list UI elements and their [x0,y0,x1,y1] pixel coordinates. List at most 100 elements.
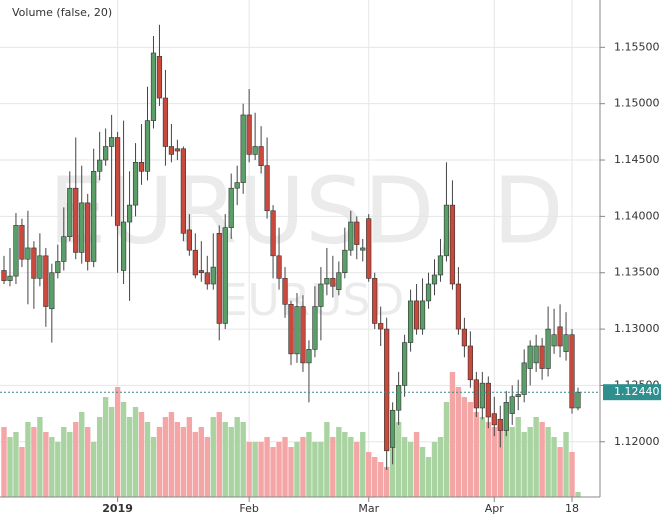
volume-bar [360,432,366,497]
volume-bar [120,402,127,497]
candle-body [234,182,240,189]
volume-bar [545,427,551,497]
volume-bar [569,452,575,497]
candle-body [258,146,264,166]
volume-bar [377,462,384,497]
candle-body [443,204,450,257]
volume-bar [204,437,210,497]
candle-body [539,345,545,369]
candle-body [503,402,509,431]
candle-body [533,345,539,364]
volume-bar [96,417,103,497]
volume-bar [437,437,444,497]
volume-bar [222,422,228,497]
candle-body [473,379,479,409]
volume-bar [479,417,486,497]
x-tick-label: 2019 [102,502,133,515]
volume-bar [503,422,509,497]
volume-bar [306,432,312,497]
y-tick-label: 1.15000 [614,97,660,110]
volume-bar [270,447,276,497]
volume-bar [49,437,55,497]
volume-bar [527,427,533,497]
candle-body [294,306,300,355]
candle-body [162,97,169,147]
volume-bar [210,417,216,497]
candle-body [210,266,216,285]
volume-bar [198,427,205,497]
candle-body [491,413,497,426]
volume-bar [79,412,85,497]
candle-body [485,382,491,418]
candle-body [180,148,186,234]
candle-body [186,229,192,251]
candle-body [222,227,228,324]
volume-bar [533,417,539,497]
candle-body [336,272,342,290]
candle-body [419,300,426,330]
candle-body [91,171,97,262]
volume-bar [144,422,151,497]
candle-body [563,334,569,352]
candle-body [61,236,67,262]
candle-body [557,326,563,347]
candle-body [31,247,37,279]
last-price-box [603,384,661,401]
volume-bar [383,467,390,497]
volume-bar [73,422,79,497]
volume-bar [366,452,372,497]
candle-body [85,202,91,262]
volume-bar [389,447,396,497]
volume-bar [246,442,252,497]
candle-body [103,146,109,161]
volume-bar [126,417,133,497]
volume-bar [108,407,115,497]
volume-bar [324,422,330,497]
volume-bar [539,422,545,497]
volume-bar [282,437,288,497]
x-tick-label: 18 [565,502,579,515]
volume-bar [473,412,480,497]
candle-body [7,275,13,281]
last-price-label: 1.12440 [614,385,660,398]
volume-bar [509,427,515,497]
candle-body [300,306,306,364]
candle-body [228,187,234,228]
candle-body [569,334,575,409]
volume-bar [348,437,354,497]
volume-bar [354,442,360,497]
candle-body [49,272,55,310]
volume-bar [419,447,426,497]
candle-body [270,210,276,257]
volume-bar [43,432,49,497]
volume-bar [156,427,163,497]
candle-body [246,114,252,155]
candle-body [312,306,318,350]
y-tick-label: 1.13500 [614,266,660,279]
candle-body [192,249,198,276]
y-tick-label: 1.12000 [614,435,660,448]
candle-body [396,385,402,411]
candle-body [120,221,127,271]
x-tick-label: Feb [239,502,258,515]
volume-bar [31,427,37,497]
candle-body [109,137,115,147]
candle-body [437,255,444,276]
volume-bar [491,427,497,497]
volume-bar [276,442,282,497]
candle-body [67,187,73,237]
volume-bar [67,432,73,497]
volume-bar [497,427,503,497]
candle-body [509,396,515,414]
volume-bar [372,457,378,497]
candle-body [156,56,163,99]
volume-bar [336,427,342,497]
candle-body [150,52,157,121]
candle-body [372,278,378,324]
candle-body [390,409,396,448]
volume-bar [485,422,492,497]
y-tick-label: 1.14000 [614,209,660,222]
volume-bar [425,457,432,497]
x-tick-label: Apr [485,502,505,515]
